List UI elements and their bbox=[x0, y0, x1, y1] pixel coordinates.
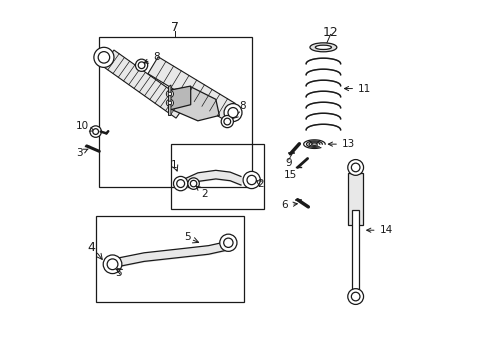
Bar bbox=[171, 144, 264, 209]
Polygon shape bbox=[168, 85, 171, 116]
Ellipse shape bbox=[309, 43, 336, 52]
Bar bbox=[348, 173, 362, 225]
Circle shape bbox=[351, 292, 359, 301]
Circle shape bbox=[138, 62, 144, 69]
Text: 4: 4 bbox=[87, 241, 95, 254]
Circle shape bbox=[224, 104, 242, 122]
Circle shape bbox=[351, 163, 359, 172]
Circle shape bbox=[227, 108, 238, 118]
Circle shape bbox=[187, 178, 199, 189]
Bar bbox=[99, 37, 251, 187]
Polygon shape bbox=[102, 50, 187, 118]
Text: 11: 11 bbox=[344, 84, 370, 94]
Text: 14: 14 bbox=[366, 225, 392, 235]
Text: 15: 15 bbox=[283, 170, 296, 180]
Circle shape bbox=[246, 175, 256, 185]
Polygon shape bbox=[169, 87, 219, 121]
Circle shape bbox=[168, 101, 171, 105]
Circle shape bbox=[173, 176, 187, 191]
Circle shape bbox=[94, 47, 114, 67]
Bar bbox=[96, 216, 244, 302]
Circle shape bbox=[103, 255, 122, 274]
Text: 7: 7 bbox=[170, 21, 178, 34]
Circle shape bbox=[166, 90, 173, 98]
Polygon shape bbox=[169, 86, 190, 110]
Circle shape bbox=[219, 234, 237, 251]
Text: 12: 12 bbox=[322, 26, 338, 39]
Text: 10: 10 bbox=[76, 121, 94, 131]
Text: 8: 8 bbox=[144, 52, 160, 63]
Circle shape bbox=[98, 51, 109, 63]
Circle shape bbox=[107, 259, 118, 270]
Circle shape bbox=[93, 129, 99, 134]
Text: 13: 13 bbox=[327, 139, 354, 149]
Bar bbox=[351, 211, 359, 289]
Circle shape bbox=[176, 180, 184, 188]
Text: 1: 1 bbox=[170, 160, 177, 170]
Text: 9: 9 bbox=[285, 158, 291, 168]
Circle shape bbox=[224, 118, 230, 125]
Text: 6: 6 bbox=[281, 200, 297, 210]
Circle shape bbox=[347, 289, 363, 305]
Circle shape bbox=[347, 159, 363, 175]
Circle shape bbox=[168, 92, 171, 96]
Text: 5: 5 bbox=[116, 268, 122, 278]
Polygon shape bbox=[148, 57, 235, 120]
Ellipse shape bbox=[315, 45, 331, 49]
Circle shape bbox=[223, 238, 233, 247]
Circle shape bbox=[135, 59, 147, 71]
Circle shape bbox=[190, 180, 196, 187]
Circle shape bbox=[166, 99, 173, 107]
Circle shape bbox=[221, 116, 233, 128]
Circle shape bbox=[243, 171, 260, 189]
Text: 8: 8 bbox=[239, 102, 245, 112]
Text: 3: 3 bbox=[76, 148, 88, 158]
Text: 2: 2 bbox=[257, 179, 264, 189]
Text: 2: 2 bbox=[196, 186, 208, 199]
Circle shape bbox=[90, 126, 101, 137]
Text: 5: 5 bbox=[183, 232, 190, 242]
